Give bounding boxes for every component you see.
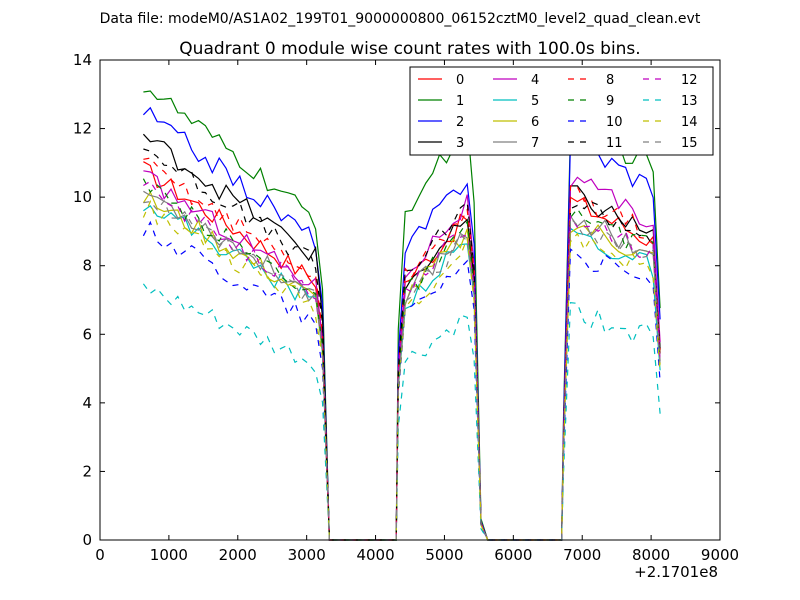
series-line-4 — [143, 170, 661, 541]
x-tick-label: 8000 — [632, 546, 670, 564]
x-offset-label: +2.1701e8 — [634, 563, 718, 581]
chart-title: Quadrant 0 module wise count rates with … — [179, 39, 640, 59]
series-line-9 — [142, 178, 661, 541]
series-line-11 — [143, 148, 661, 541]
x-tick-label: 3000 — [288, 546, 326, 564]
legend-label-15: 15 — [681, 136, 698, 151]
legend-label-9: 9 — [606, 94, 614, 109]
series-line-5 — [143, 205, 661, 541]
legend-label-3: 3 — [456, 136, 464, 151]
legend-label-1: 1 — [456, 94, 464, 109]
legend-label-8: 8 — [606, 73, 614, 88]
series-line-14 — [142, 199, 661, 541]
x-tick-label: 9000 — [701, 546, 739, 564]
x-tick-label: 0 — [95, 546, 105, 564]
plot-frame — [99, 59, 721, 541]
x-tick-label: 7000 — [563, 546, 601, 564]
y-tick-label: 14 — [73, 51, 92, 69]
legend-label-12: 12 — [681, 73, 698, 88]
series-line-7 — [143, 190, 661, 541]
legend-label-13: 13 — [681, 94, 698, 109]
legend-label-14: 14 — [681, 115, 698, 130]
legend-label-5: 5 — [531, 94, 539, 109]
legend-label-11: 11 — [606, 136, 623, 151]
legend-label-6: 6 — [531, 115, 539, 130]
y-tick-label: 6 — [82, 325, 92, 343]
suptitle: Data file: modeM0/AS1A02_199T01_90000008… — [100, 11, 701, 27]
legend-label-2: 2 — [456, 115, 464, 130]
y-tick-label: 4 — [82, 394, 92, 412]
series-line-13 — [142, 283, 661, 541]
x-tick-label: 4000 — [356, 546, 394, 564]
legend-label-0: 0 — [456, 73, 464, 88]
y-tick-label: 0 — [82, 531, 92, 549]
x-tick-label: 6000 — [494, 546, 532, 564]
legend-label-4: 4 — [531, 73, 539, 88]
legend-box — [409, 66, 714, 156]
y-tick-label: 2 — [82, 462, 92, 480]
y-tick-label: 10 — [73, 188, 92, 206]
x-tick-label: 2000 — [219, 546, 257, 564]
legend-label-10: 10 — [606, 115, 623, 130]
y-tick-label: 8 — [82, 257, 92, 275]
y-tick-label: 12 — [73, 120, 92, 138]
series-line-15 — [143, 199, 661, 541]
legend-label-7: 7 — [531, 136, 539, 151]
series-line-8 — [143, 157, 661, 541]
x-tick-label: 5000 — [425, 546, 463, 564]
x-tick-label: 1000 — [150, 546, 188, 564]
